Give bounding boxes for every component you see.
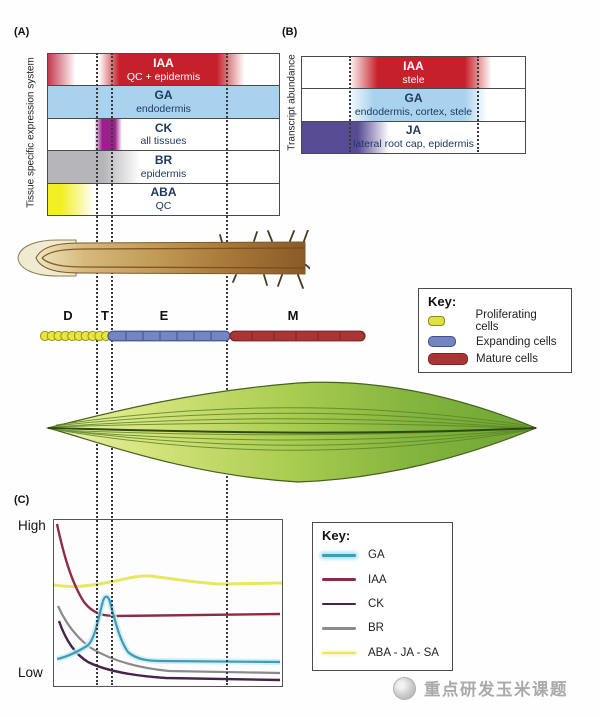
panel-a-row-iaa: IAA QC + epidermis	[48, 54, 279, 86]
y-axis-high-label: High	[18, 518, 46, 533]
root-stele-line	[41, 247, 306, 259]
cell-type-key: Key: Proliferating cells Expanding cells…	[418, 288, 572, 373]
hormone-tissue: QC	[155, 200, 172, 213]
ga-line-swatch	[322, 553, 356, 557]
panel-b-boundary-line-2	[477, 56, 479, 152]
proliferating-cells-row	[39, 330, 112, 342]
key-row-br: BR	[322, 616, 443, 640]
panel-b-grid: IAA stele GA endodermis, cortex, stele J…	[301, 56, 526, 154]
ck-line-swatch	[322, 602, 356, 606]
root-stele-line	[41, 257, 306, 269]
key-label: CK	[368, 598, 384, 611]
zone-label-d: D	[63, 308, 73, 323]
watermark: 重点研发玉米课题	[393, 676, 568, 700]
hormone-name: IAA	[403, 58, 424, 73]
leaf-veins	[51, 407, 531, 451]
hormone-tissue: lateral root cap, epidermis	[353, 138, 474, 151]
y-axis-low-label: Low	[18, 665, 43, 680]
panel-a-row-aba: ABA QC	[48, 182, 279, 216]
panel-b-axis-label: Transcript abundance	[286, 54, 298, 151]
watermark-logo-icon	[393, 676, 416, 700]
hormone-name: GA	[154, 88, 173, 103]
iaa-line-swatch	[322, 578, 356, 581]
key-row-expanding: Expanding cells	[428, 333, 562, 350]
ga-curve	[56, 595, 281, 664]
hormone-name: CK	[154, 120, 173, 135]
expanding-cells-dividers	[125, 332, 212, 340]
root-illustration	[17, 230, 310, 289]
proliferating-cells-swatch	[428, 316, 445, 326]
hormone-tissue: epidermis	[140, 167, 187, 180]
panel-b-row-ga: GA endodermis, cortex, stele	[302, 88, 525, 121]
hormone-name: GA	[404, 91, 423, 106]
key-row-ga: GA	[322, 543, 443, 567]
hormone-name: JA	[405, 123, 422, 138]
key-label: Mature cells	[476, 352, 538, 365]
mature-cells-bar	[229, 330, 366, 342]
panel-b-label: (B)	[282, 26, 298, 38]
mature-cells-swatch	[428, 352, 468, 365]
hormone-tissue: endodermis, cortex, stele	[354, 105, 473, 118]
leaf-midrib	[47, 427, 537, 434]
zone-boundary-line-3	[226, 53, 228, 685]
iaa-curve	[55, 523, 281, 618]
key-label: BR	[368, 622, 384, 635]
aba-ja-sa-line-swatch	[322, 651, 356, 655]
ga-curve-glow	[56, 593, 281, 665]
key-row-ck: CK	[322, 592, 443, 616]
panel-b-boundary-line-1	[349, 56, 351, 152]
mature-cells-dividers	[251, 332, 341, 340]
zone-label-e: E	[159, 308, 169, 323]
key-row-aba-ja-sa: ABA - JA - SA	[322, 641, 443, 665]
root-hairs	[219, 230, 310, 289]
hormone-curves	[54, 523, 282, 682]
hormone-tissue: all tissues	[140, 135, 187, 148]
panel-a-row-br: BR epidermis	[48, 150, 279, 183]
panel-a-row-ck: CK all tissues	[48, 117, 279, 151]
leaf-illustration	[45, 381, 538, 483]
key-title: Key:	[428, 294, 457, 309]
zone-boundary-line-2	[111, 53, 113, 685]
key-label: Expanding cells	[476, 335, 557, 348]
br-line-swatch	[322, 627, 356, 630]
hormone-key: Key: GA IAA CK BR ABA - JA - SA	[312, 522, 453, 671]
root-body	[35, 241, 306, 275]
panel-a-axis-label: Tissue specific expression system	[25, 57, 37, 208]
key-label: Proliferating cells	[475, 309, 537, 333]
hormone-level-chart	[53, 519, 283, 687]
key-label: IAA	[368, 573, 387, 586]
panel-a-grid: IAA QC + epidermis GA endodermis CK all …	[47, 53, 280, 216]
hormone-name: IAA	[153, 55, 174, 70]
panel-a-row-ga: GA endodermis	[48, 85, 279, 118]
panel-c-label: (C)	[14, 494, 30, 506]
panel-b-row-iaa: IAA stele	[302, 57, 525, 89]
br-curve	[56, 605, 281, 675]
zone-label-t: T	[101, 308, 109, 323]
aba-ja-sa-curve	[54, 574, 282, 588]
key-row-mature: Mature cells	[428, 350, 562, 367]
cell-zone-bar	[39, 330, 366, 342]
zone-label-m: M	[287, 308, 299, 323]
watermark-text: 重点研发玉米课题	[424, 681, 568, 699]
key-label: ABA - JA - SA	[368, 646, 439, 659]
hormone-name: ABA	[150, 185, 177, 200]
panel-b-row-ja: JA lateral root cap, epidermis	[302, 120, 525, 153]
expanding-cells-swatch	[428, 336, 456, 347]
ck-curve	[57, 620, 281, 682]
zone-boundary-line-1	[96, 53, 98, 685]
hormone-tissue: stele	[402, 73, 425, 86]
key-label: GA	[368, 549, 385, 562]
hormone-name: BR	[154, 152, 173, 167]
hormone-tissue: endodermis	[136, 102, 191, 115]
key-row-iaa: IAA	[322, 567, 443, 591]
panel-a-label: (A)	[14, 26, 30, 38]
key-row-proliferating: Proliferating cells	[428, 309, 562, 333]
hormone-tissue: QC + epidermis	[126, 70, 201, 83]
key-title: Key:	[322, 528, 351, 543]
